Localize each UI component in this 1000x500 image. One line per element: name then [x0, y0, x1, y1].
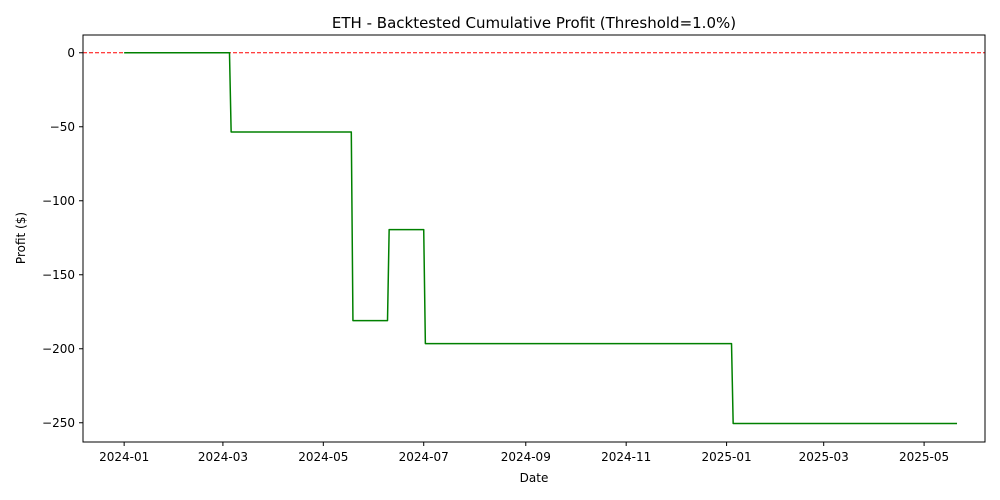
chart-title: ETH - Backtested Cumulative Profit (Thre…: [332, 14, 736, 32]
x-tick-label: 2024-07: [399, 450, 449, 464]
y-tick-label: −250: [42, 416, 75, 430]
series-line-0: [124, 52, 958, 425]
x-tick-label: 2024-01: [99, 450, 149, 464]
plot-frame: [82, 34, 986, 443]
y-tick-label: −50: [50, 120, 75, 134]
y-tick-label: −200: [42, 342, 75, 356]
x-tick-label: 2025-03: [799, 450, 849, 464]
x-tick-label: 2024-05: [298, 450, 348, 464]
y-tick-label: −100: [42, 194, 75, 208]
x-tick-label: 2024-09: [501, 450, 551, 464]
x-tick-label: 2025-05: [899, 450, 949, 464]
x-tick-label: 2024-11: [601, 450, 651, 464]
y-axis-label: Profit ($): [14, 212, 28, 264]
x-tick-label: 2024-03: [198, 450, 248, 464]
x-tick-label: 2025-01: [702, 450, 752, 464]
x-axis-label: Date: [520, 471, 549, 485]
y-tick-label: −150: [42, 268, 75, 282]
y-tick-label: 0: [67, 46, 75, 60]
